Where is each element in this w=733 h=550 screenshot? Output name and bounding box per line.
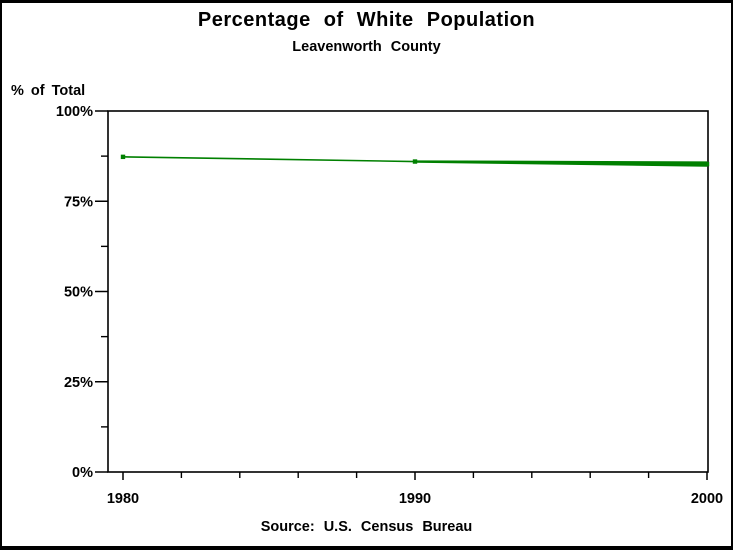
y-tick-label: 0% (72, 465, 93, 481)
source-note: Source: U.S. Census Bureau (260, 519, 473, 535)
data-point-marker (120, 154, 126, 160)
y-tick-label: 25% (64, 375, 93, 391)
y-tick-label: 75% (64, 194, 93, 210)
chart-subtitle: Leavenworth County (292, 39, 441, 55)
y-axis-label: % of Total (11, 83, 86, 99)
x-tick-label: 2000 (691, 491, 723, 507)
y-tick-label: 100% (56, 104, 93, 120)
x-tick-label: 1980 (107, 491, 139, 507)
chart-title: Percentage of White Population (197, 9, 536, 31)
y-tick-label: 50% (64, 285, 93, 301)
series-line-tapered-segment (415, 160, 707, 167)
data-point-marker (704, 161, 710, 167)
data-point-marker (412, 159, 418, 164)
series-line-segment (122, 156, 416, 163)
x-tick-label: 1990 (399, 491, 431, 507)
